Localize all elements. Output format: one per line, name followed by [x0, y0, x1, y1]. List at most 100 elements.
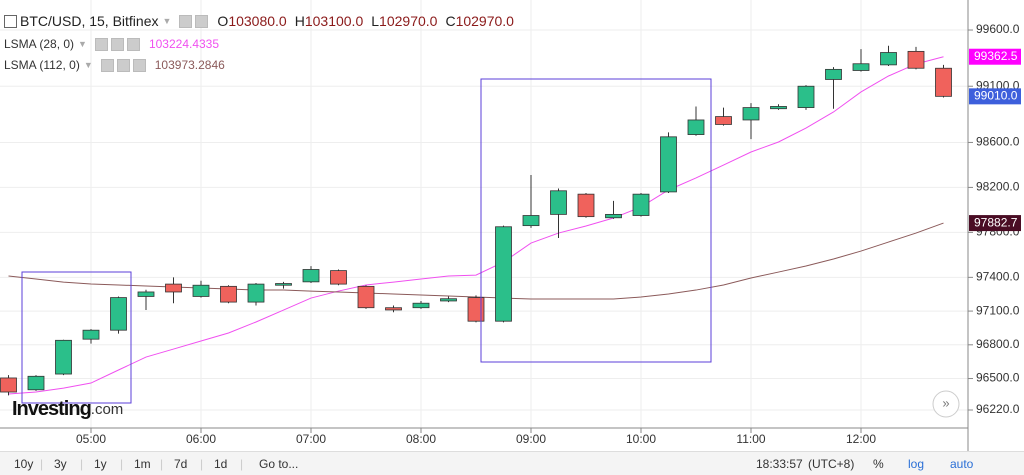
x-tick-label: 06:00: [186, 432, 216, 446]
goto-button[interactable]: Go to...: [259, 457, 299, 471]
ohlc: O 103080.0 H 103100.0 L 102970.0 C 102970.0: [217, 13, 522, 29]
ohlc-key: H: [294, 13, 305, 29]
candle-body: [275, 283, 292, 286]
price-label: 97882.7: [974, 215, 1018, 229]
symbol[interactable]: BTC/USD, 15, Bitfinex: [20, 13, 159, 29]
scroll-button[interactable]: [932, 390, 960, 418]
legend-value: 103973.2846: [154, 58, 225, 72]
y-tick-label: 96500.0: [976, 371, 1020, 385]
chart: 96220.096500.096800.097100.097400.097800…: [0, 0, 1021, 451]
logo-suffix: .com: [91, 401, 124, 418]
x-tick-label: 11:00: [736, 432, 765, 446]
icon[interactable]: [94, 37, 108, 51]
ohlc-key: O: [217, 13, 229, 29]
candle-body: [522, 215, 540, 227]
candle-body: [247, 283, 265, 303]
separator: |: [200, 457, 204, 471]
option-button[interactable]: %: [873, 457, 884, 471]
candle-body: [165, 283, 182, 293]
x-tick-label: 05:00: [76, 432, 106, 446]
y-tick-label: 98200.0: [976, 180, 1020, 194]
y-tick-label: 97100.0: [976, 303, 1020, 317]
separator: |: [160, 457, 164, 471]
candle-body: [110, 297, 127, 331]
toolbar: 10y | 3y | 1y | 1m | 7d | 1d | Go to... 18:33:57 (UTC+…: [0, 451, 1024, 475]
icon[interactable]: [100, 58, 114, 72]
x-tick-label: 08:00: [406, 432, 436, 446]
legend-row: LSMA (28, 0) ▼ 103224.4335: [4, 37, 219, 51]
candle-body: [935, 67, 952, 97]
candle-body: [27, 375, 45, 391]
candle-body: [715, 116, 732, 125]
indicator-line: [8, 56, 944, 395]
annotation-box: [480, 78, 712, 363]
range-button[interactable]: 1m: [134, 457, 151, 471]
timezone[interactable]: (UTC+8): [808, 457, 855, 471]
caret[interactable]: ▼: [162, 16, 172, 26]
candle-body: [330, 270, 347, 285]
option-button[interactable]: log: [908, 457, 925, 471]
x-tick-label: 07:00: [296, 432, 326, 446]
annotation-box: [21, 271, 132, 404]
clock: 18:33:57: [756, 457, 803, 471]
ohlc-value: 103100.0: [304, 13, 364, 29]
icon[interactable]: [116, 58, 130, 72]
y-tick-label: 96800.0: [976, 337, 1020, 351]
plot-area: [0, 45, 952, 396]
range-button[interactable]: 1d: [214, 457, 228, 471]
icon[interactable]: [110, 37, 124, 51]
ohlc-value: 102970.0: [379, 13, 438, 29]
icon[interactable]: [126, 37, 140, 51]
legend-name[interactable]: LSMA (112, 0): [4, 58, 80, 72]
icon[interactable]: [132, 58, 146, 72]
range-button[interactable]: 7d: [174, 457, 188, 471]
symbol-row: BTC/USD, 15, Bitfinex ▼ O 103080.0 H 103100…: [4, 13, 522, 29]
ohlc-key: L: [371, 13, 380, 29]
ohlc-value: 103080.0: [228, 13, 287, 29]
candle-body: [605, 213, 622, 219]
candle-body: [302, 269, 320, 283]
icon[interactable]: [4, 14, 17, 28]
candle-body: [660, 136, 677, 193]
icon[interactable]: [179, 14, 193, 28]
candle-body: [577, 193, 595, 218]
candle-body: [852, 63, 870, 71]
candle-body: [82, 329, 100, 340]
range-button[interactable]: 1y: [94, 457, 107, 471]
candle-body: [137, 291, 155, 297]
option-button[interactable]: auto: [950, 457, 974, 471]
candle-body: [220, 285, 237, 303]
caret[interactable]: ▼: [83, 60, 93, 70]
range-button[interactable]: 3y: [54, 457, 67, 471]
logo-brand: Investing: [12, 398, 91, 420]
price-label: 99010.0: [974, 89, 1018, 103]
scroll-icon[interactable]: »: [942, 395, 949, 410]
indicator-line: [8, 222, 944, 300]
price-label-box: [969, 48, 1021, 65]
axis: 96220.096500.096800.097100.097400.097800…: [76, 22, 1021, 446]
y-tick-label: 97400.0: [976, 270, 1020, 284]
price-label: 99362.5: [974, 49, 1018, 63]
candle-body: [412, 302, 430, 309]
x-tick-label: 10:00: [626, 432, 656, 446]
y-tick-label: 96220.0: [976, 402, 1020, 416]
legend-row: LSMA (112, 0) ▼ 103973.2846: [4, 58, 225, 72]
candle-body: [880, 52, 897, 66]
legend-name[interactable]: LSMA (28, 0): [4, 37, 75, 51]
candle-body: [797, 85, 815, 108]
candle-body: [907, 50, 925, 69]
y-tick-label: 98600.0: [976, 135, 1020, 149]
separator: |: [120, 457, 124, 471]
x-tick-label: 09:00: [516, 432, 546, 446]
price-label-box: [969, 88, 1021, 105]
candle-body: [825, 68, 842, 80]
price-label-box: [969, 215, 1021, 232]
candle-body: [495, 226, 512, 322]
caret[interactable]: ▼: [78, 39, 87, 49]
candle-body: [550, 190, 567, 215]
range-button[interactable]: 10y: [14, 457, 34, 471]
candle-body: [770, 106, 787, 110]
icon[interactable]: [195, 14, 209, 28]
candle-body: [467, 297, 485, 322]
candle-body: [357, 285, 375, 309]
